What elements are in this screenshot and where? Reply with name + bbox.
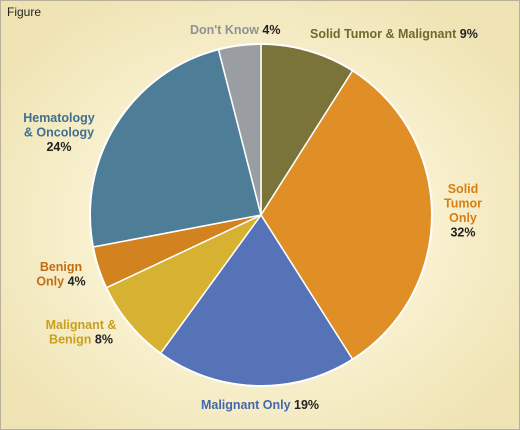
slice-percent: 9%: [456, 27, 478, 41]
slice-percent: 32%: [450, 226, 475, 240]
slice-percent: 19%: [291, 398, 320, 412]
slice-label-solid-tumor-only: Solid Tumor Only 32%: [444, 182, 482, 240]
slice-percent: 24%: [46, 140, 71, 154]
slice-percent: 4%: [64, 275, 86, 289]
slice-percent: 8%: [91, 333, 113, 347]
slice-label-solid-tumor-malignant: Solid Tumor & Malignant 9%: [310, 27, 478, 41]
slice-label-hematology-oncology: Hematology & Oncology 24%: [23, 111, 95, 154]
figure-label: Figure: [7, 5, 42, 19]
slice-label-malignant-benign: Malignant & Benign 8%: [46, 318, 117, 347]
slice-label-malignant-only: Malignant Only 19%: [201, 398, 319, 412]
slice-label-don-t-know: Don't Know 4%: [190, 23, 280, 37]
slice-percent: 4%: [259, 23, 281, 37]
slice-label-benign-only: Benign Only 4%: [36, 260, 85, 289]
